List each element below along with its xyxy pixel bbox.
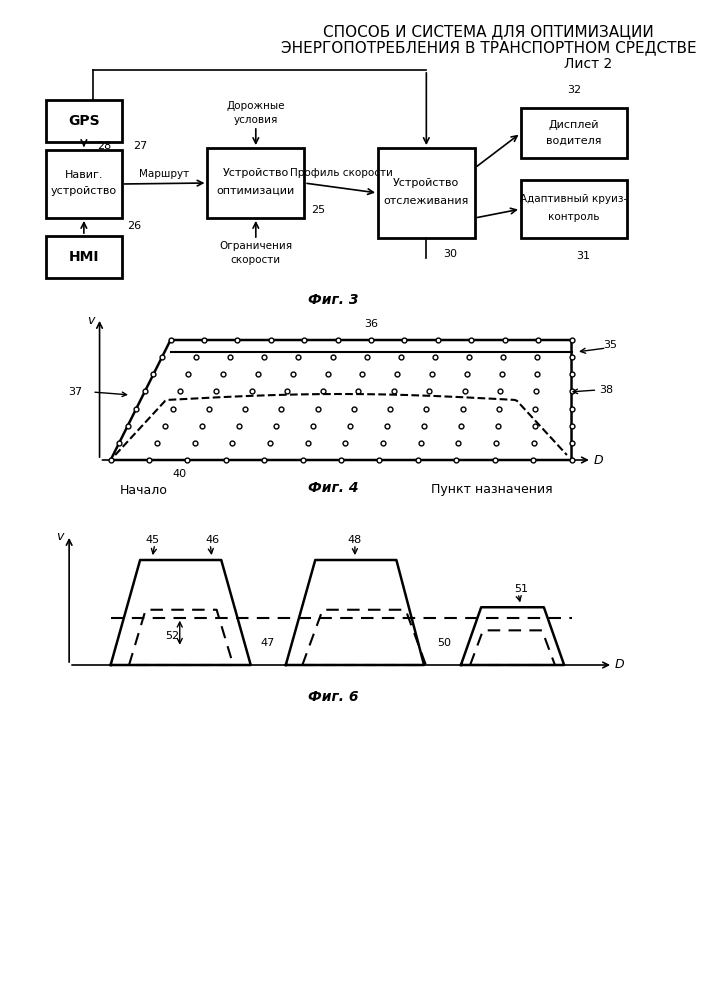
Text: водителя: водителя (546, 136, 602, 146)
Text: Начало: Начало (120, 484, 167, 496)
Text: Устройство: Устройство (223, 168, 289, 178)
Text: отслеживания: отслеживания (384, 196, 469, 206)
Text: Пункт назначения: Пункт назначения (431, 484, 553, 496)
Text: 46: 46 (205, 535, 219, 545)
Text: 52: 52 (165, 631, 180, 641)
Text: условия: условия (233, 115, 278, 125)
Text: 45: 45 (145, 535, 160, 545)
Text: 28: 28 (97, 141, 112, 151)
Text: оптимизации: оптимизации (217, 186, 295, 196)
Text: Ограничения: Ограничения (219, 241, 292, 251)
Text: Фиг. 6: Фиг. 6 (308, 690, 359, 704)
Text: Адаптивный круиз-: Адаптивный круиз- (521, 194, 627, 204)
Bar (207, 148, 304, 218)
Text: Лист 2: Лист 2 (564, 57, 612, 71)
Text: HMI: HMI (69, 250, 99, 264)
Text: D: D (594, 454, 603, 466)
Bar (46, 150, 122, 218)
Text: 31: 31 (576, 251, 590, 261)
Text: 36: 36 (364, 319, 378, 329)
Text: устройство: устройство (51, 186, 117, 196)
Text: ЭНЕРГОПОТРЕБЛЕНИЯ В ТРАНСПОРТНОМ СРЕДСТВЕ: ЭНЕРГОПОТРЕБЛЕНИЯ В ТРАНСПОРТНОМ СРЕДСТВ… (281, 40, 697, 55)
Text: v: v (57, 530, 64, 544)
Bar (521, 180, 627, 238)
Text: 27: 27 (133, 141, 147, 151)
Text: 47: 47 (260, 638, 275, 648)
Text: скорости: скорости (231, 255, 281, 265)
Text: 37: 37 (69, 387, 83, 397)
Bar (521, 108, 627, 158)
Text: Фиг. 4: Фиг. 4 (308, 481, 359, 495)
Text: Профиль скорости: Профиль скорости (289, 168, 392, 178)
Text: v: v (87, 314, 94, 326)
Text: Навиг.: Навиг. (65, 170, 103, 180)
Text: 48: 48 (348, 535, 362, 545)
Text: D: D (615, 658, 624, 672)
Text: Фиг. 3: Фиг. 3 (308, 293, 359, 307)
Text: Дисплей: Дисплей (549, 120, 599, 130)
Text: GPS: GPS (68, 114, 100, 128)
Bar (46, 236, 122, 278)
Text: 25: 25 (312, 205, 326, 215)
Text: 35: 35 (603, 340, 617, 350)
Bar (46, 100, 122, 142)
Text: Устройство: Устройство (393, 178, 460, 188)
Text: Дорожные: Дорожные (226, 101, 285, 111)
Text: 40: 40 (173, 469, 187, 479)
Text: 51: 51 (514, 584, 528, 594)
Text: 32: 32 (567, 85, 581, 95)
Text: 38: 38 (600, 385, 613, 395)
Text: 30: 30 (443, 249, 457, 259)
Text: 26: 26 (127, 221, 141, 231)
Text: Маршрут: Маршрут (139, 169, 190, 179)
Text: СПОСОБ И СИСТЕМА ДЛЯ ОПТИМИЗАЦИИ: СПОСОБ И СИСТЕМА ДЛЯ ОПТИМИЗАЦИИ (323, 24, 654, 39)
Bar (378, 148, 475, 238)
Text: 50: 50 (437, 638, 452, 648)
Text: контроль: контроль (548, 212, 600, 222)
